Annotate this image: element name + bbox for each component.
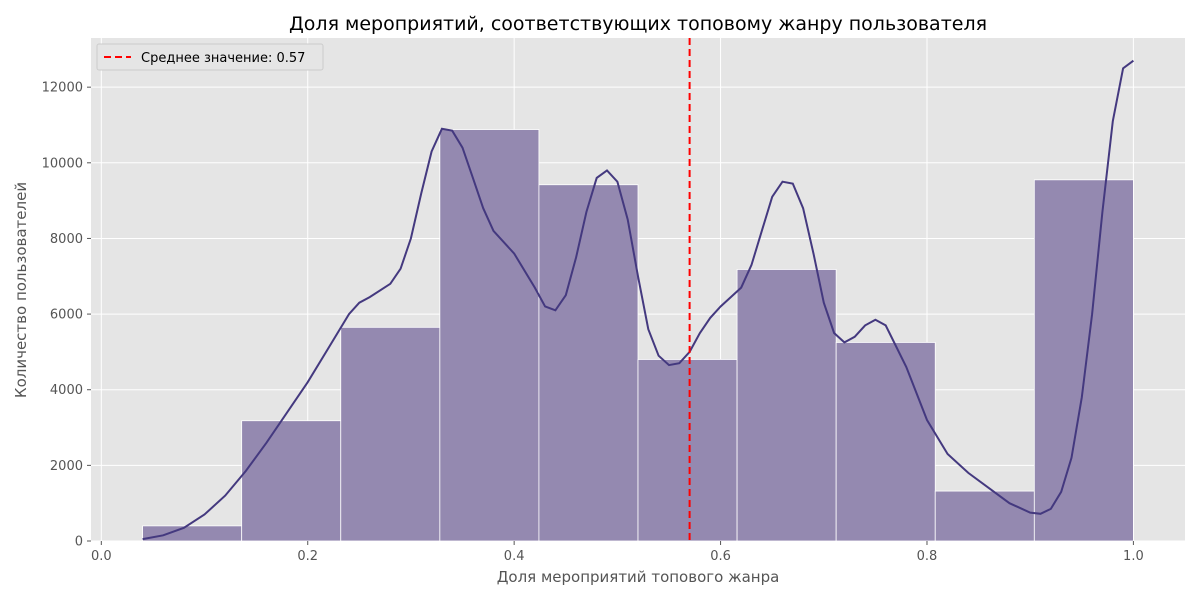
kde-curve	[142, 59, 1134, 541]
x-tick-label: 0.6	[710, 549, 731, 564]
legend: Среднее значение: 0.57	[96, 43, 324, 71]
y-tick-label: 4000	[50, 383, 83, 398]
chart-title: Доля мероприятий, соответствующих топово…	[289, 13, 987, 35]
x-tick-label: 1.0	[1123, 549, 1144, 564]
y-tick-label: 10000	[42, 156, 83, 171]
x-tick-label: 0.2	[297, 549, 318, 564]
histogram-bar	[1033, 179, 1134, 542]
y-tick-label: 6000	[50, 308, 83, 323]
legend-entry: Среднее значение: 0.57	[141, 51, 305, 66]
histogram-bar	[736, 269, 837, 542]
y-tick-label: 2000	[50, 459, 83, 474]
y-tick-label: 12000	[42, 81, 83, 96]
y-axis-label: Количество пользователей	[12, 182, 30, 398]
x-axis-ticks: 0.0 0.2 0.4 0.6 0.8 1.0	[91, 541, 1144, 564]
x-tick-label: 0.0	[91, 549, 112, 564]
histogram-bar	[835, 342, 936, 542]
x-tick-label: 0.8	[917, 549, 938, 564]
histogram-bar	[142, 525, 243, 542]
x-tick-label: 0.4	[504, 549, 525, 564]
y-tick-label: 8000	[50, 232, 83, 247]
y-tick-label: 0	[75, 535, 83, 550]
histogram-bar	[241, 420, 342, 542]
legend-box	[96, 43, 324, 71]
x-axis-label: Доля мероприятий топового жанра	[497, 568, 780, 586]
histogram-bar	[439, 129, 540, 542]
y-axis-ticks: 0 2000 4000 6000 8000 10000 12000	[42, 81, 91, 550]
histogram-bar	[934, 490, 1035, 542]
histogram-bar	[340, 326, 441, 542]
histogram-bar	[637, 359, 738, 542]
histogram-bar	[538, 184, 639, 542]
histogram-bars	[142, 129, 1134, 542]
